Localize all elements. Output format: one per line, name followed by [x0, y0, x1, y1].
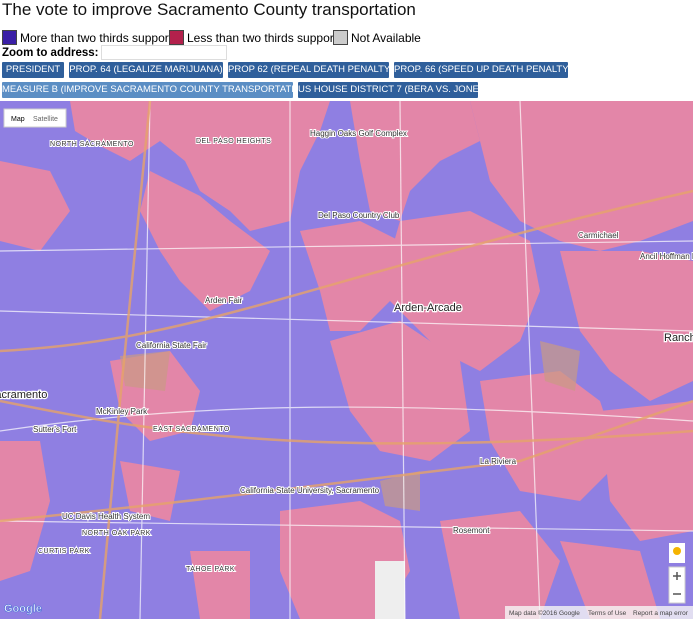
- legend-item: Less than two thirds support: [169, 30, 337, 45]
- map-label: NORTH SACRAMENTO: [50, 141, 134, 148]
- legend-swatch: [2, 30, 17, 45]
- map-label: Ancil Hoffman Park: [640, 252, 693, 261]
- map-label: TAHOE PARK: [186, 566, 235, 573]
- map-label: California State University, Sacramento: [240, 486, 380, 495]
- title: The vote to improve Sacramento County tr…: [2, 0, 416, 19]
- zoom-row: Zoom to address:: [2, 45, 228, 60]
- address-input[interactable]: [101, 45, 228, 60]
- map-label: La Riviera: [480, 457, 517, 466]
- map-label: Haggin Oaks Golf Complex: [310, 129, 407, 138]
- legend-swatch: [169, 30, 184, 45]
- legend-label: More than two thirds support: [20, 30, 173, 45]
- map-label: Sutter's Fort: [33, 425, 77, 434]
- map-label: EAST SACRAMENTO: [153, 426, 230, 433]
- map-type-button[interactable]: Map: [11, 116, 25, 123]
- highways: [0, 101, 693, 619]
- map-label: DEL PASO HEIGHTS: [196, 138, 271, 145]
- map-type-control: [3, 108, 67, 128]
- map-label: NORTH OAK PARK: [82, 530, 151, 537]
- map-label: Rosemont: [453, 526, 490, 535]
- map-label: Arden-Arcade: [394, 302, 462, 314]
- map-label: McKinley Park: [96, 407, 148, 416]
- google-logo: Google: [4, 603, 42, 615]
- map-blank: [375, 561, 405, 619]
- map-terms[interactable]: Terms of Use: [588, 610, 627, 617]
- map-label: Arden Fair: [205, 296, 243, 305]
- map-label: Del Paso Country Club: [318, 211, 400, 220]
- tab-button[interactable]: PROP. 66 (SPEED UP DEATH PENALTY): [394, 62, 572, 78]
- pegman-icon: [673, 547, 681, 555]
- roads: [0, 101, 693, 619]
- map-label: Rancho Cordova: [664, 332, 693, 344]
- map-type-button[interactable]: Satellite: [33, 116, 58, 123]
- map-label: California State Fair: [136, 341, 207, 350]
- legend-item: Not Available: [333, 30, 421, 45]
- map-attribution: Map data ©2016 Google: [509, 609, 580, 617]
- legend-label: Less than two thirds support: [187, 30, 338, 45]
- map-label: Carmichael: [578, 231, 619, 240]
- legend-label: Not Available: [351, 30, 421, 45]
- map-label: Sacramento: [0, 389, 47, 401]
- tab-button[interactable]: MEASURE B (IMPROVE SACRAMENTO COUNTY TRA…: [2, 82, 311, 98]
- tab-button[interactable]: PROP. 64 (LEGALIZE MARIJUANA): [69, 62, 223, 78]
- map-footer: [505, 606, 693, 619]
- map-label: UC Davis Health System: [62, 512, 150, 521]
- map-label: CURTIS PARK: [38, 548, 90, 555]
- legend-item: More than two thirds support: [2, 30, 172, 45]
- tab-button[interactable]: PROP 62 (REPEAL DEATH PENALTY): [228, 62, 393, 78]
- tab-button[interactable]: US HOUSE DISTRICT 7 (BERA VS. JONES): [298, 82, 488, 98]
- zoom-icons: [673, 572, 681, 595]
- legend-swatch: [333, 30, 348, 45]
- map[interactable]: Map Satellite NORTH SACRAMENTO DEL PASO …: [0, 101, 693, 619]
- tab-button[interactable]: PRESIDENT: [2, 62, 64, 78]
- precincts-pink: [0, 101, 693, 619]
- map-report[interactable]: Report a map error: [633, 610, 689, 617]
- zoom-label: Zoom to address:: [2, 46, 99, 59]
